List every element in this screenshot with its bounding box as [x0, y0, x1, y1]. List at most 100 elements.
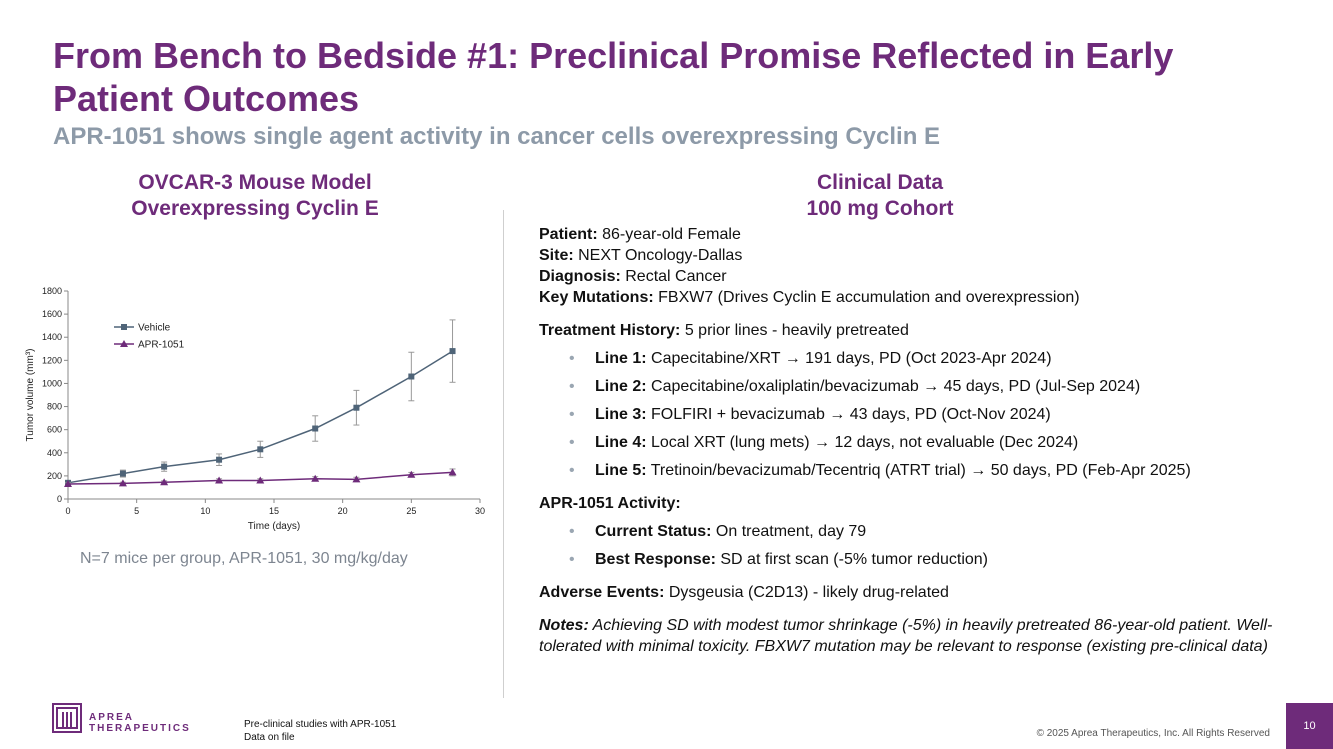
- data-point: [161, 463, 168, 470]
- slide-subtitle: APR-1051 shows single agent activity in …: [53, 123, 941, 150]
- footnote-line-1: Pre-clinical studies with APR-1051: [244, 719, 397, 730]
- logo-wordmark: APREA THERAPEUTICS: [89, 712, 191, 734]
- slide-title: From Bench to Bedside #1: Preclinical Pr…: [53, 35, 1174, 119]
- line-label: Line 2:: [595, 378, 647, 395]
- x-tick-label: 10: [200, 506, 210, 516]
- notes-label: Notes:: [539, 617, 589, 634]
- legend-label: Vehicle: [138, 323, 171, 334]
- mutations-row: Key Mutations: FBXW7 (Drives Cyclin E ac…: [539, 287, 1299, 308]
- treatment-line-item: • Line 1: Capecitabine/XRT → 191 days, PD…: [569, 348, 1299, 369]
- adverse-events-label: Adverse Events:: [539, 584, 665, 601]
- logo-line-2: THERAPEUTICS: [89, 723, 191, 734]
- bullet-icon: •: [569, 551, 575, 568]
- mutations-value: FBXW7 (Drives Cyclin E accumulation and …: [653, 289, 1080, 306]
- data-point: [449, 348, 456, 355]
- y-tick-label: 800: [47, 402, 62, 412]
- site-value: NEXT Oncology-Dallas: [573, 247, 743, 264]
- activity-item-label: Current Status:: [595, 523, 712, 540]
- site-label: Site:: [539, 247, 574, 264]
- line-text: Tretinoin/bevacizumab/Tecentriq (ATRT tr…: [646, 462, 1191, 479]
- right-heading-line-1: Clinical Data: [816, 171, 944, 194]
- diagnosis-row: Diagnosis: Rectal Cancer: [539, 266, 1299, 287]
- footnote-line-2: Data on file: [244, 732, 295, 743]
- data-point: [312, 425, 319, 432]
- data-point: [311, 474, 320, 482]
- data-point: [215, 476, 224, 484]
- activity-list: • Current Status: On treatment, day 79 • B…: [539, 521, 1299, 570]
- activity-item-text: SD at first scan (-5% tumor reduction): [715, 551, 989, 568]
- y-tick-label: 400: [47, 448, 62, 458]
- right-heading-line-2: 100 mg Cohort: [806, 197, 954, 220]
- x-tick-label: 15: [269, 506, 279, 516]
- bullet-icon: •: [569, 434, 575, 451]
- right-section-heading: Clinical Data 100 mg Cohort: [700, 170, 1060, 222]
- bullet-icon: •: [569, 378, 575, 395]
- site-row: Site: NEXT Oncology-Dallas: [539, 245, 1299, 266]
- aprea-logo-icon: [52, 703, 82, 733]
- logo-line-1: APREA: [89, 712, 135, 723]
- y-tick-label: 1800: [42, 286, 62, 296]
- treatment-line-item: • Line 4: Local XRT (lung mets) → 12 days…: [569, 432, 1299, 453]
- legend-marker: [120, 340, 128, 347]
- data-point: [64, 479, 72, 487]
- data-point: [160, 478, 169, 486]
- notes-row: Notes: Achieving SD with modest tumor sh…: [539, 615, 1299, 657]
- x-tick-label: 20: [338, 506, 348, 516]
- y-tick-label: 1600: [42, 309, 62, 319]
- y-axis-label: Tumor volume (mm³): [25, 349, 36, 442]
- x-tick-label: 25: [406, 506, 416, 516]
- activity-heading: APR-1051 Activity:: [539, 493, 1299, 514]
- adverse-events-value: Dysgeusia (C2D13) - likely drug-related: [664, 584, 949, 601]
- slide-footnote: Pre-clinical studies with APR-1051 Data …: [244, 718, 396, 744]
- company-logo: APREA THERAPEUTICS: [52, 703, 192, 735]
- data-point: [119, 470, 126, 477]
- treatment-history-value: 5 prior lines - heavily pretreated: [680, 322, 909, 339]
- y-tick-label: 0: [57, 494, 62, 504]
- treatment-history-row: Treatment History: 5 prior lines - heavi…: [539, 320, 1299, 341]
- data-point: [216, 456, 223, 463]
- left-heading-line-1: OVCAR-3 Mouse Model: [138, 171, 372, 194]
- treatment-line-item: • Line 3: FOLFIRI + bevacizumab → 43 days…: [569, 404, 1299, 425]
- bullet-icon: •: [569, 406, 575, 423]
- clinical-data-panel: Patient: 86-year-old Female Site: NEXT O…: [539, 224, 1299, 657]
- activity-item-label: Best Response:: [595, 551, 716, 568]
- data-point: [257, 446, 264, 453]
- line-label: Line 5:: [595, 462, 647, 479]
- treatment-history-label: Treatment History:: [539, 322, 681, 339]
- data-point: [408, 373, 415, 380]
- line-text: FOLFIRI + bevacizumab → 43 days, PD (Oct…: [646, 406, 1051, 423]
- adverse-events-row: Adverse Events: Dysgeusia (C2D13) - like…: [539, 582, 1299, 603]
- left-section-heading: OVCAR-3 Mouse Model Overexpressing Cycli…: [70, 170, 440, 222]
- legend-label: APR-1051: [138, 340, 185, 351]
- y-tick-label: 1400: [42, 332, 62, 342]
- y-tick-label: 1000: [42, 378, 62, 388]
- activity-item: • Best Response: SD at first scan (-5% tu…: [569, 549, 1299, 570]
- data-point: [256, 476, 265, 484]
- activity-item-text: On treatment, day 79: [711, 523, 867, 540]
- x-tick-label: 0: [65, 506, 70, 516]
- notes-value: Achieving SD with modest tumor shrinkage…: [539, 617, 1273, 655]
- left-heading-line-2: Overexpressing Cyclin E: [131, 197, 379, 220]
- activity-label: APR-1051 Activity:: [539, 495, 681, 512]
- x-axis-label: Time (days): [248, 521, 300, 532]
- data-point: [407, 470, 416, 478]
- chart-footnote: N=7 mice per group, APR-1051, 30 mg/kg/d…: [80, 550, 408, 567]
- data-point: [353, 404, 360, 411]
- line-label: Line 3:: [595, 406, 647, 423]
- y-tick-label: 1200: [42, 355, 62, 365]
- page-number: 10: [1286, 703, 1333, 749]
- line-label: Line 1:: [595, 350, 647, 367]
- mutations-label: Key Mutations:: [539, 289, 654, 306]
- y-tick-label: 200: [47, 471, 62, 481]
- copyright-notice: © 2025 Aprea Therapeutics, Inc. All Righ…: [1036, 728, 1270, 739]
- legend-marker: [121, 324, 127, 330]
- treatment-lines-list: • Line 1: Capecitabine/XRT → 191 days, PD…: [539, 348, 1299, 481]
- line-text: Capecitabine/XRT → 191 days, PD (Oct 202…: [646, 350, 1052, 367]
- line-text: Local XRT (lung mets) → 12 days, not eva…: [646, 434, 1079, 451]
- activity-item: • Current Status: On treatment, day 79: [569, 521, 1299, 542]
- y-tick-label: 600: [47, 425, 62, 435]
- column-divider: [503, 210, 504, 698]
- x-tick-label: 5: [134, 506, 139, 516]
- data-point: [118, 479, 127, 487]
- bullet-icon: •: [569, 523, 575, 540]
